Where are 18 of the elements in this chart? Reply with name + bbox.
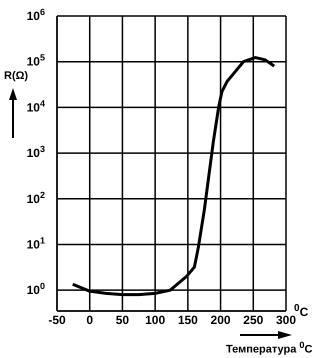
x-tick-label: 50: [116, 313, 130, 327]
x-tick-label: 150: [178, 313, 198, 327]
y-axis-title: R(Ω): [4, 70, 28, 82]
x-tick-label: 100: [145, 313, 166, 327]
text: $^{0}$C: [294, 303, 308, 319]
x-tick-label: -50: [48, 313, 66, 327]
y-tick-label: 10$^{3}$: [26, 144, 45, 160]
y-tick-label: 10$^{0}$: [26, 281, 45, 298]
y-tick-label: 10$^{5}$: [26, 52, 45, 69]
y-tick-label: 10$^{6}$: [26, 7, 45, 23]
x-tick-label: 300: [276, 313, 296, 327]
x-tick-label: 200: [210, 313, 231, 327]
y-tick-label: 10$^{1}$: [26, 235, 45, 252]
x-tick-label: 250: [243, 313, 264, 327]
x-axis-title: Температура $^{0}$C: [226, 340, 312, 356]
x-tick-label: 0: [86, 313, 94, 327]
y-tick-label: 10$^{2}$: [26, 190, 45, 206]
y-tick-label: 10$^{4}$: [26, 98, 45, 114]
